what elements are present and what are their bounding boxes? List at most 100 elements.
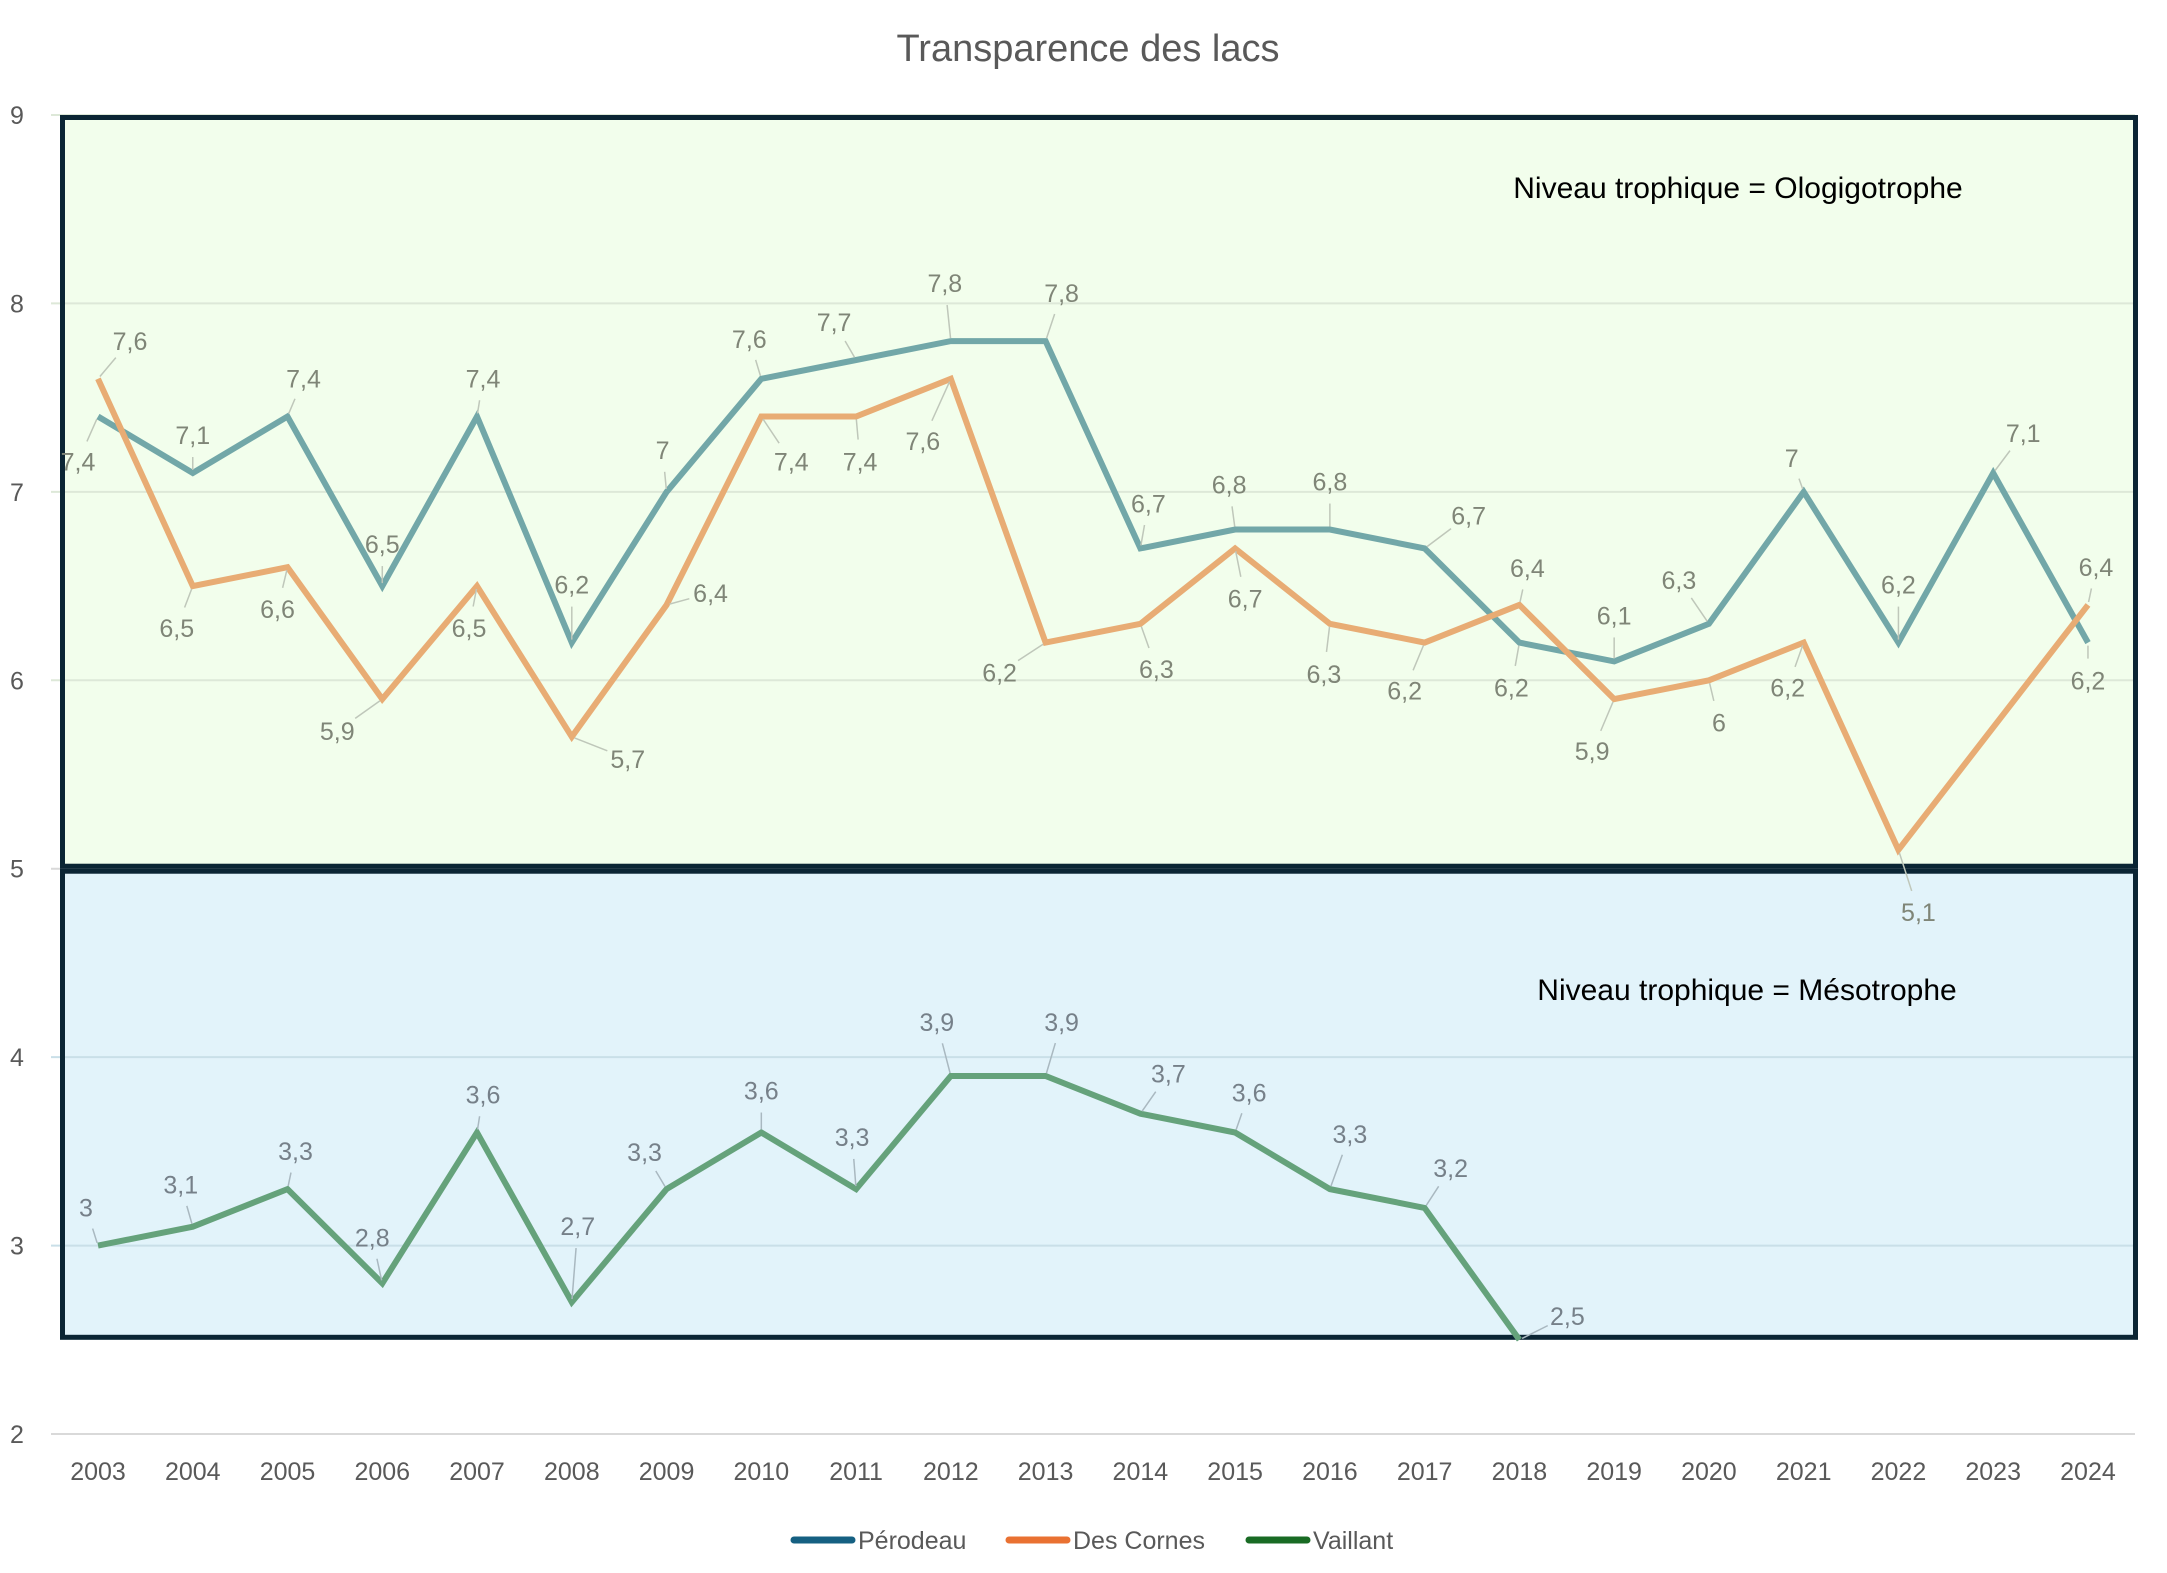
x-tick-label: 2017 xyxy=(1397,1458,1453,1486)
data-label-vaillant: 3,2 xyxy=(1433,1155,1468,1183)
data-label-perodeau: 6,8 xyxy=(1312,469,1347,497)
y-tick-label: 3 xyxy=(10,1233,24,1261)
data-label-des-cornes: 7,4 xyxy=(774,448,809,476)
data-label-des-cornes: 6,4 xyxy=(2079,554,2114,582)
leader-line xyxy=(1235,1113,1243,1130)
data-label-perodeau: 7 xyxy=(1785,445,1799,473)
data-label-des-cornes: 7,6 xyxy=(905,428,940,456)
zone-border-oligotrophe xyxy=(60,115,2138,869)
x-tick-label: 2020 xyxy=(1681,1458,1737,1486)
x-tick-label: 2015 xyxy=(1207,1458,1263,1486)
data-label-perodeau: 7,1 xyxy=(175,422,210,450)
data-label-perodeau: 6,2 xyxy=(1494,675,1529,703)
leader-line xyxy=(476,1116,481,1130)
series-lines xyxy=(95,338,2091,1342)
data-label-des-cornes: 6,7 xyxy=(1228,585,1263,613)
y-tick-label: 5 xyxy=(10,856,24,884)
legend-label-vaillant: Vaillant xyxy=(1313,1527,1393,1555)
data-label-vaillant: 3 xyxy=(79,1195,93,1223)
data-label-des-cornes: 6,3 xyxy=(1306,661,1341,689)
leader-line xyxy=(376,1258,383,1281)
x-axis: 2003 2004 2005 2006 2007 2008 2009 2010 2011 2012… xyxy=(70,1458,2116,1486)
trophic-zones xyxy=(60,115,2138,1340)
leader-line xyxy=(1231,506,1236,527)
data-label-vaillant: 3,3 xyxy=(835,1124,870,1152)
data-label-vaillant: 3,3 xyxy=(627,1139,662,1167)
x-tick-label: 2022 xyxy=(1871,1458,1927,1486)
x-tick-label: 2013 xyxy=(1018,1458,1074,1486)
leader-line xyxy=(1426,527,1452,548)
leader-line xyxy=(354,700,381,719)
leader-line xyxy=(574,737,608,752)
x-tick-label: 2004 xyxy=(165,1458,221,1486)
series-line-vaillant xyxy=(97,1073,1522,1342)
data-label-des-cornes: 5,9 xyxy=(320,718,355,746)
leader-line xyxy=(1514,645,1520,667)
leader-line xyxy=(99,357,117,377)
x-tick-label: 2010 xyxy=(734,1458,790,1486)
leader-line xyxy=(183,588,193,608)
data-label-vaillant: 3,3 xyxy=(1332,1121,1367,1149)
data-label-vaillant: 3,9 xyxy=(1044,1009,1079,1037)
leader-line xyxy=(1412,645,1425,671)
data-label-des-cornes: 5,9 xyxy=(1575,738,1610,766)
data-label-des-cornes: 6 xyxy=(1712,709,1726,737)
y-axis: 2 3 4 5 6 7 8 9 xyxy=(10,102,24,1449)
series-line-perodeau xyxy=(96,338,2091,665)
leader-line xyxy=(476,400,481,414)
x-tick-label: 2007 xyxy=(449,1458,505,1486)
x-tick-label: 2008 xyxy=(544,1458,600,1486)
data-label-vaillant: 3,6 xyxy=(1232,1080,1267,1108)
data-label-des-cornes: 6,5 xyxy=(452,615,487,643)
x-tick-label: 2012 xyxy=(923,1458,979,1486)
data-label-perodeau: 7,4 xyxy=(286,365,321,393)
data-label-perodeau: 6,3 xyxy=(1662,567,1697,595)
data-label-vaillant: 3,9 xyxy=(919,1009,954,1037)
data-label-perodeau: 6,2 xyxy=(2071,668,2106,696)
leader-line xyxy=(1708,683,1715,702)
leader-line xyxy=(1234,551,1242,577)
leader-line xyxy=(931,381,951,422)
data-label-des-cornes: 5,7 xyxy=(610,746,645,774)
data-label-perodeau: 7,4 xyxy=(466,365,501,393)
leader-line xyxy=(91,1228,98,1243)
x-tick-label: 2021 xyxy=(1776,1458,1832,1486)
x-tick-label: 2024 xyxy=(2060,1458,2116,1486)
leader-line xyxy=(655,1170,666,1187)
leader-line xyxy=(1794,645,1804,668)
y-tick-label: 2 xyxy=(10,1421,24,1449)
x-tick-label: 2018 xyxy=(1492,1458,1548,1486)
data-label-perodeau: 6,7 xyxy=(1451,502,1486,530)
y-tick-label: 4 xyxy=(10,1044,24,1072)
leader-line xyxy=(1045,1042,1057,1074)
x-tick-label: 2006 xyxy=(354,1458,410,1486)
data-label-perodeau: 7,8 xyxy=(1044,280,1079,308)
data-label-des-cornes: 6,3 xyxy=(1139,656,1174,684)
zone-labels: Niveau trophique = Ologigotrophe Niveau t… xyxy=(1513,172,1962,1007)
data-label-perodeau: 7,4 xyxy=(61,448,96,476)
leader-line xyxy=(571,1247,577,1300)
leader-line xyxy=(1600,701,1614,732)
leader-line xyxy=(1898,852,1913,892)
data-label-vaillant: 3,7 xyxy=(1151,1061,1186,1089)
data-label-perodeau: 6,8 xyxy=(1212,472,1247,500)
x-tick-label: 2014 xyxy=(1113,1458,1169,1486)
data-label-perodeau: 6,5 xyxy=(365,531,400,559)
leader-line xyxy=(855,419,859,440)
data-label-perodeau: 7,8 xyxy=(927,270,962,298)
leader-line xyxy=(287,398,296,415)
data-label-des-cornes: 6,2 xyxy=(982,660,1017,688)
x-tick-label: 2009 xyxy=(639,1458,695,1486)
data-label-des-cornes: 6,4 xyxy=(693,580,728,608)
data-label-perodeau: 7,6 xyxy=(732,326,767,354)
leader-line xyxy=(853,1158,857,1187)
leader-line xyxy=(86,418,98,442)
leader-line xyxy=(1798,478,1804,490)
x-tick-label: 2019 xyxy=(1586,1458,1642,1486)
leader-line xyxy=(186,1205,193,1225)
y-tick-label: 7 xyxy=(10,479,24,507)
data-label-vaillant: 2,8 xyxy=(355,1224,390,1252)
leader-line xyxy=(1521,1324,1549,1340)
data-label-des-cornes: 6,4 xyxy=(1510,555,1545,583)
y-tick-label: 8 xyxy=(10,290,24,318)
